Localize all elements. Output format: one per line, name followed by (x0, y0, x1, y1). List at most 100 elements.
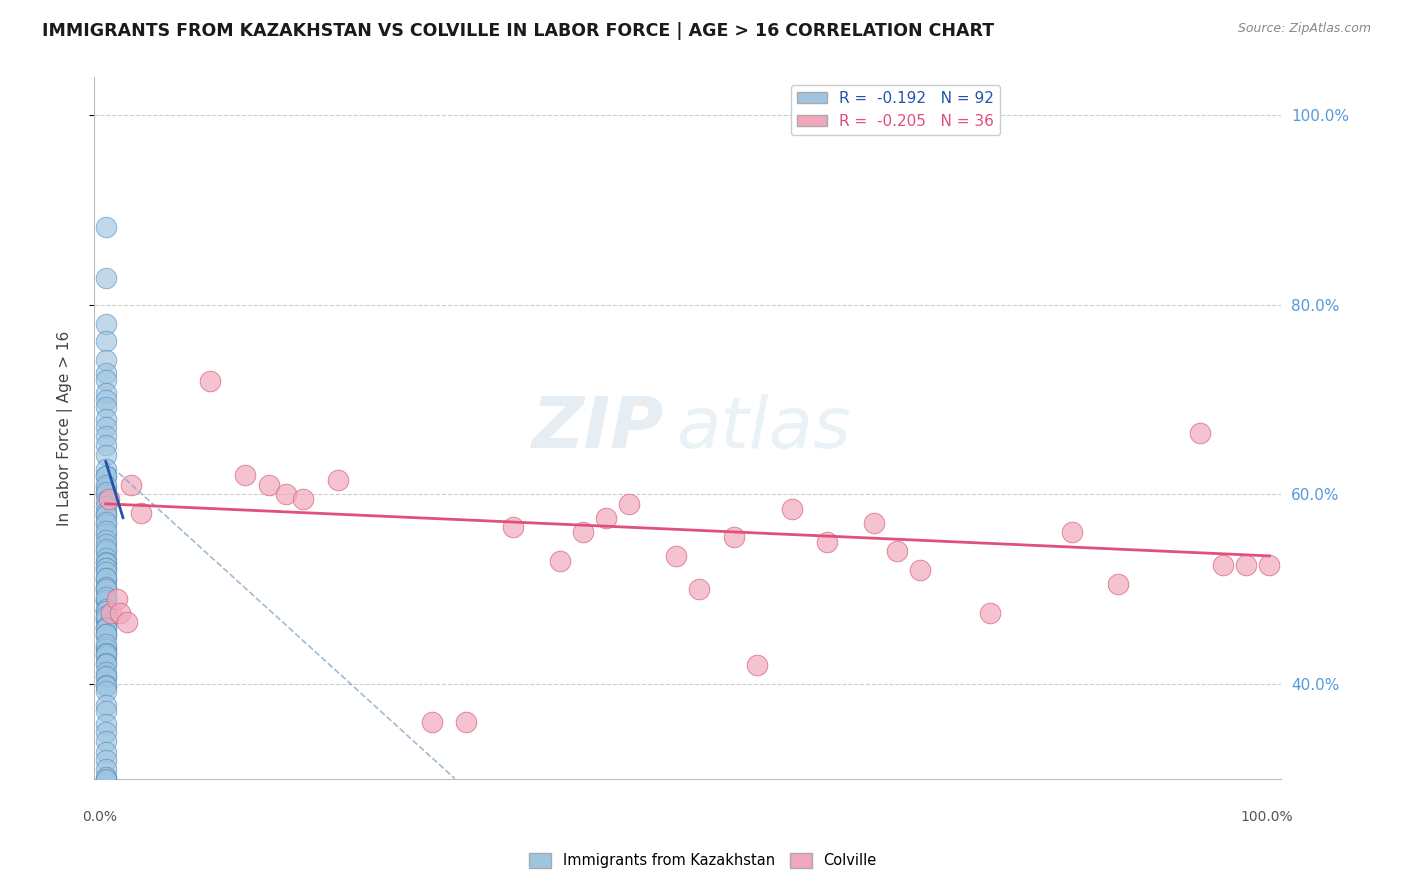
Point (94, 494, 117, 508)
Point (1188, 425, 1211, 440)
Point (274, 487, 297, 501)
Point (94, 537, 117, 551)
Point (94, 745, 117, 759)
Point (94, 366, 117, 380)
Point (94, 609, 117, 624)
Point (572, 525, 595, 540)
Point (115, 615, 138, 630)
Point (94, 668, 117, 682)
Point (94, 393, 117, 408)
Point (94, 480, 117, 494)
Point (94, 620, 117, 634)
Point (94, 584, 117, 599)
Point (94, 734, 117, 748)
Point (910, 563, 932, 577)
Point (94, 678, 117, 692)
Point (94, 527, 117, 541)
Point (420, 714, 443, 729)
Point (94, 610, 117, 624)
Legend: R =  -0.192   N = 92, R =  -0.205   N = 36: R = -0.192 N = 92, R = -0.205 N = 36 (790, 85, 1001, 135)
Point (94, 401, 117, 415)
Point (595, 511, 617, 525)
Point (94, 561, 117, 575)
Point (815, 534, 838, 549)
Point (862, 516, 884, 530)
Point (94, 477, 117, 491)
Point (94, 648, 117, 663)
Point (94, 571, 117, 585)
Point (94, 594, 117, 608)
Point (94, 317, 117, 331)
Point (94, 698, 117, 713)
Point (328, 473, 350, 487)
Legend: Immigrants from Kazakhstan, Colville: Immigrants from Kazakhstan, Colville (523, 847, 883, 874)
Point (94, 561, 117, 575)
Point (94, 373, 117, 387)
Point (456, 714, 478, 729)
Point (94, 670, 117, 684)
Y-axis label: In Labor Force | Age > 16: In Labor Force | Age > 16 (58, 330, 73, 525)
Point (94, 646, 117, 660)
Point (292, 491, 315, 506)
Point (120, 478, 142, 492)
Point (94, 517, 117, 532)
Point (94, 603, 117, 617)
Point (94, 752, 117, 766)
Point (233, 468, 256, 483)
Point (94, 499, 117, 513)
Text: 0.0%: 0.0% (82, 810, 117, 824)
Point (1107, 577, 1129, 591)
Point (257, 478, 280, 492)
Point (747, 657, 769, 672)
Point (94, 679, 117, 693)
Point (94, 593, 117, 607)
Point (94, 772, 117, 787)
Point (94, 590, 117, 604)
Point (94, 544, 117, 558)
Point (94, 657, 117, 672)
Point (94, 420, 117, 434)
Text: Source: ZipAtlas.com: Source: ZipAtlas.com (1237, 22, 1371, 36)
Point (94, 773, 117, 788)
Point (94, 717, 117, 731)
Point (94, 533, 117, 547)
Point (96, 773, 118, 788)
Point (94, 571, 117, 585)
Point (94, 613, 117, 627)
Point (94, 508, 117, 523)
Point (94, 602, 117, 616)
Point (979, 606, 1001, 620)
Point (94, 448, 117, 462)
Point (1258, 558, 1281, 573)
Point (94, 604, 117, 618)
Point (100, 606, 122, 620)
Point (94, 461, 117, 475)
Point (619, 497, 641, 511)
Point (94, 592, 117, 607)
Point (1234, 558, 1257, 573)
Point (94, 334, 117, 348)
Point (94, 555, 117, 569)
Point (94, 486, 117, 500)
Point (94, 524, 117, 538)
Point (94, 438, 117, 452)
Point (94, 612, 117, 626)
Point (200, 374, 222, 388)
Point (502, 520, 524, 534)
Point (94, 551, 117, 566)
Point (94, 485, 117, 500)
Point (94, 772, 117, 787)
Point (94, 468, 117, 483)
Point (94, 629, 117, 643)
Point (94, 637, 117, 651)
Point (782, 501, 804, 516)
Point (94, 604, 117, 618)
Point (94, 582, 117, 596)
Point (94, 665, 117, 680)
Point (94, 762, 117, 776)
Point (723, 530, 745, 544)
Text: IMMIGRANTS FROM KAZAKHSTAN VS COLVILLE IN LABOR FORCE | AGE > 16 CORRELATION CHA: IMMIGRANTS FROM KAZAKHSTAN VS COLVILLE I… (42, 22, 994, 40)
Point (98, 491, 121, 506)
Text: 100.0%: 100.0% (1240, 810, 1294, 824)
Text: atlas: atlas (676, 393, 851, 463)
